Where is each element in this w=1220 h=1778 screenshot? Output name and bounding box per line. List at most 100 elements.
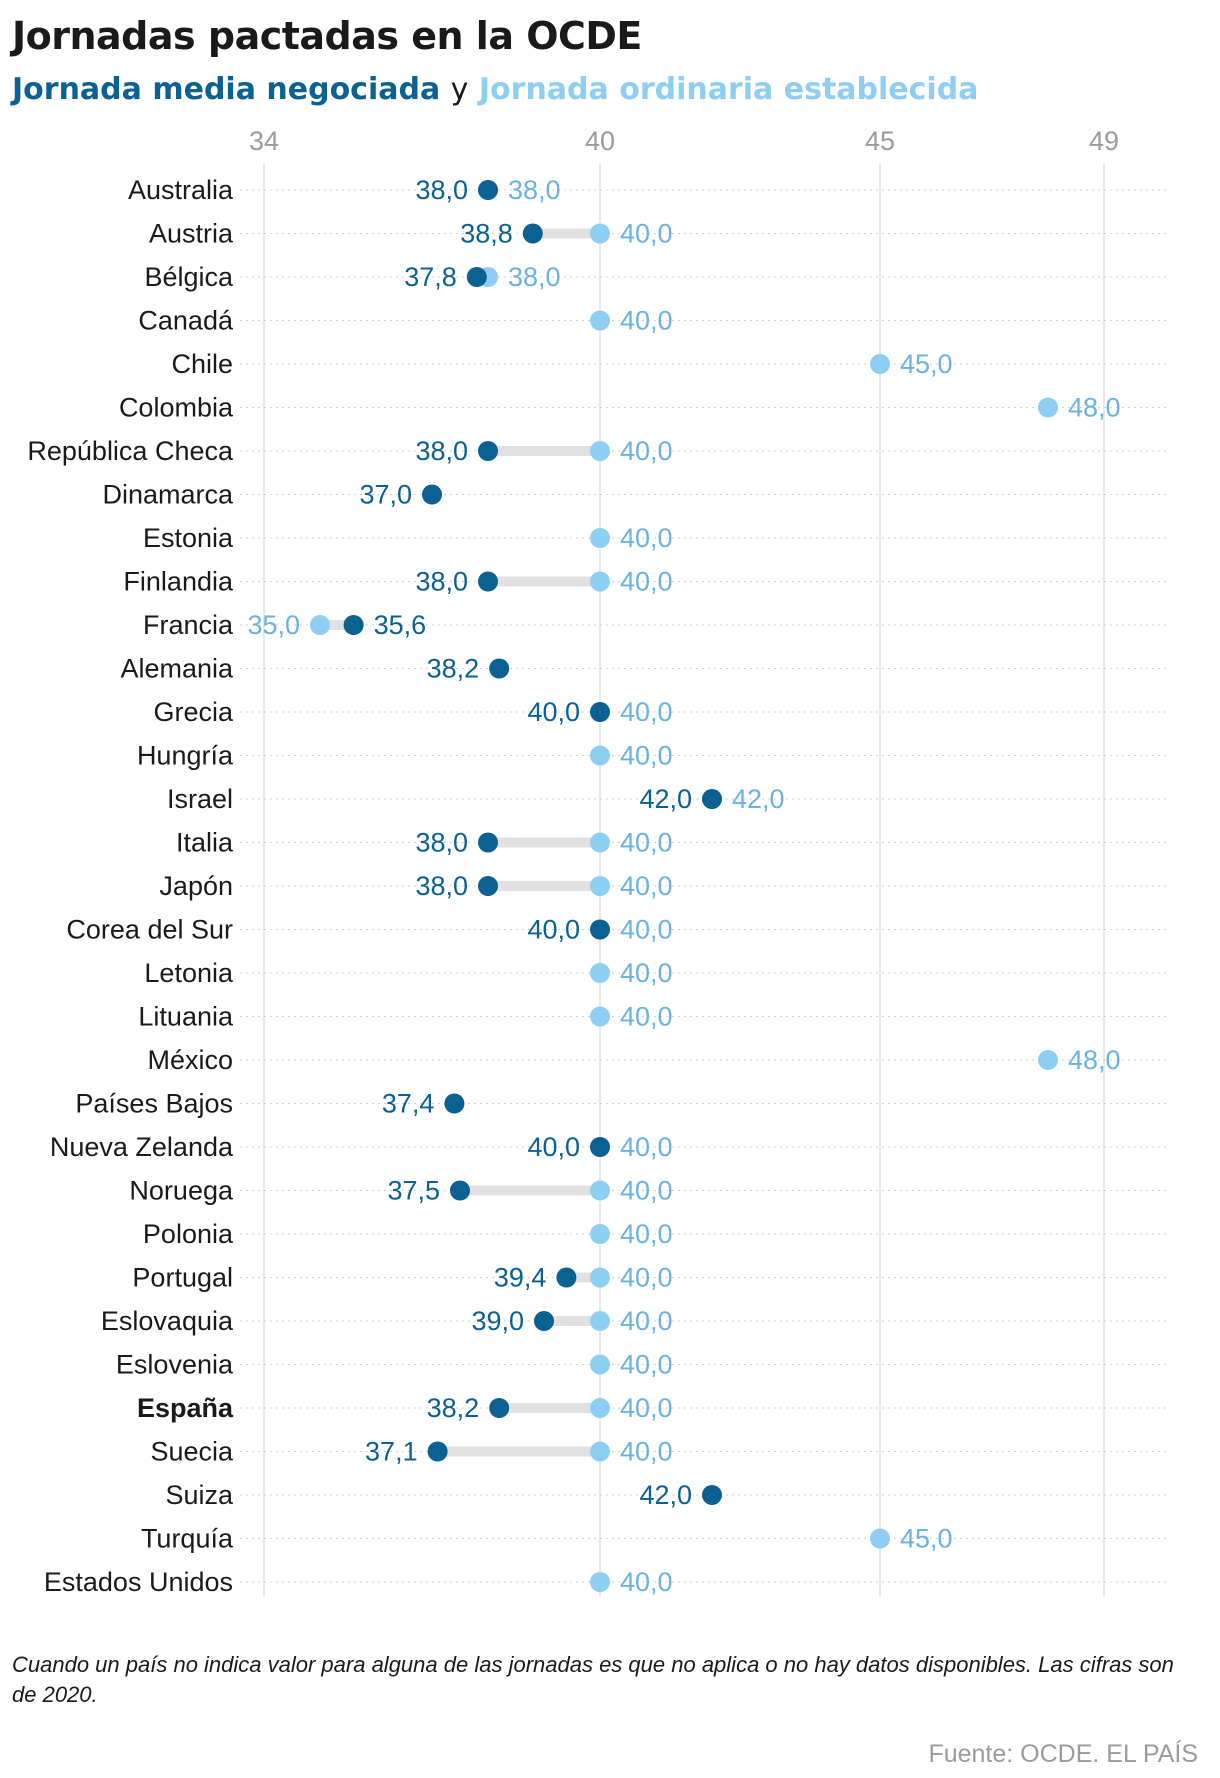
negotiated-value-label: 42,0 [639, 784, 692, 814]
negotiated-value-label: 38,0 [415, 828, 468, 858]
established-point [310, 615, 330, 635]
negotiated-value-label: 37,1 [365, 1437, 418, 1467]
established-point [590, 1267, 610, 1288]
negotiated-value-label: 38,0 [415, 567, 468, 597]
x-tick-label: 40 [585, 126, 615, 156]
negotiated-point [702, 789, 722, 809]
country-label: Lituania [138, 1002, 234, 1032]
negotiated-value-label: 38,0 [415, 175, 468, 205]
country-label: República Checa [27, 436, 234, 466]
country-label: Suiza [165, 1480, 234, 1510]
legend-conjunction: y [450, 72, 469, 107]
established-value-label: 40,0 [620, 1437, 673, 1467]
country-label: Italia [176, 828, 234, 858]
chart-title: Jornadas pactadas en la OCDE [12, 14, 642, 58]
x-tick-label: 34 [249, 126, 279, 156]
established-value-label: 48,0 [1068, 1045, 1121, 1075]
established-value-label: 45,0 [900, 1524, 953, 1554]
established-value-label: 40,0 [620, 1350, 673, 1380]
negotiated-point [427, 1441, 448, 1462]
country-label: Colombia [119, 393, 234, 423]
established-point [590, 1006, 610, 1027]
negotiated-value-label: 37,5 [387, 1176, 440, 1206]
established-value-label: 38,0 [508, 175, 561, 205]
established-value-label: 40,0 [620, 306, 673, 336]
established-point [590, 876, 610, 896]
established-point [870, 1528, 890, 1549]
country-label: Países Bajos [75, 1089, 233, 1119]
established-point [590, 1180, 610, 1201]
negotiated-point [702, 1485, 722, 1505]
legend-subtitle: Jornada media negociada y Jornada ordina… [12, 72, 978, 107]
country-label: Polonia [143, 1219, 234, 1249]
country-label: Corea del Sur [66, 915, 233, 945]
established-value-label: 40,0 [620, 1393, 673, 1423]
established-point [590, 1354, 610, 1375]
negotiated-point [343, 615, 364, 635]
negotiated-value-label: 42,0 [639, 1480, 692, 1510]
negotiated-value-label: 37,0 [359, 480, 412, 510]
country-label: Finlandia [123, 567, 234, 597]
legend-established: Jornada ordinaria establecida [478, 72, 979, 107]
established-value-label: 40,0 [620, 871, 673, 901]
country-label: Chile [171, 349, 233, 379]
established-point [590, 310, 610, 331]
established-value-label: 40,0 [620, 958, 673, 988]
country-label: Suecia [150, 1437, 234, 1467]
established-point [590, 571, 610, 592]
established-point [590, 441, 610, 461]
negotiated-point [478, 876, 498, 896]
negotiated-point [556, 1267, 577, 1288]
negotiated-point [522, 223, 543, 244]
country-label: Letonia [144, 958, 234, 988]
country-label: Eslovenia [116, 1350, 234, 1380]
country-label: Grecia [153, 697, 234, 727]
established-point [1038, 1050, 1058, 1070]
negotiated-value-label: 39,4 [494, 1263, 547, 1293]
negotiated-value-label: 38,0 [415, 436, 468, 466]
established-point [590, 1311, 610, 1331]
negotiated-point [590, 1137, 610, 1157]
established-point [1038, 397, 1058, 418]
negotiated-value-label: 38,8 [460, 219, 513, 249]
established-point [590, 745, 610, 766]
negotiated-value-label: 37,8 [404, 262, 457, 292]
negotiated-point [444, 1093, 465, 1114]
negotiated-point [450, 1180, 470, 1201]
established-value-label: 40,0 [620, 741, 673, 771]
negotiated-point [534, 1311, 554, 1331]
established-value-label: 35,0 [247, 610, 300, 640]
country-label: Hungría [137, 741, 234, 771]
negotiated-value-label: 40,0 [527, 915, 580, 945]
country-label: Nueva Zelanda [50, 1132, 234, 1162]
negotiated-point [466, 267, 487, 287]
established-value-label: 40,0 [620, 219, 673, 249]
established-point [590, 1441, 610, 1462]
established-value-label: 40,0 [620, 915, 673, 945]
established-value-label: 48,0 [1068, 393, 1121, 423]
established-value-label: 40,0 [620, 1002, 673, 1032]
country-label: Bélgica [144, 262, 234, 292]
country-label: Portugal [132, 1263, 233, 1293]
established-value-label: 40,0 [620, 1132, 673, 1162]
established-value-label: 40,0 [620, 436, 673, 466]
negotiated-point [590, 702, 610, 722]
established-value-label: 40,0 [620, 1263, 673, 1293]
negotiated-point [489, 658, 510, 679]
established-value-label: 40,0 [620, 1176, 673, 1206]
country-label: Estonia [143, 523, 234, 553]
x-tick-label: 45 [865, 126, 895, 156]
established-value-label: 45,0 [900, 349, 953, 379]
country-label: México [147, 1045, 233, 1075]
established-point [870, 354, 890, 374]
established-value-label: 40,0 [620, 1306, 673, 1336]
established-value-label: 40,0 [620, 1567, 673, 1597]
established-point [590, 832, 610, 853]
established-point [590, 223, 610, 244]
established-point [590, 528, 610, 548]
established-value-label: 40,0 [620, 567, 673, 597]
established-point [590, 1572, 610, 1592]
negotiated-value-label: 35,6 [374, 610, 427, 640]
negotiated-value-label: 38,0 [415, 871, 468, 901]
country-label: Turquía [141, 1524, 234, 1554]
